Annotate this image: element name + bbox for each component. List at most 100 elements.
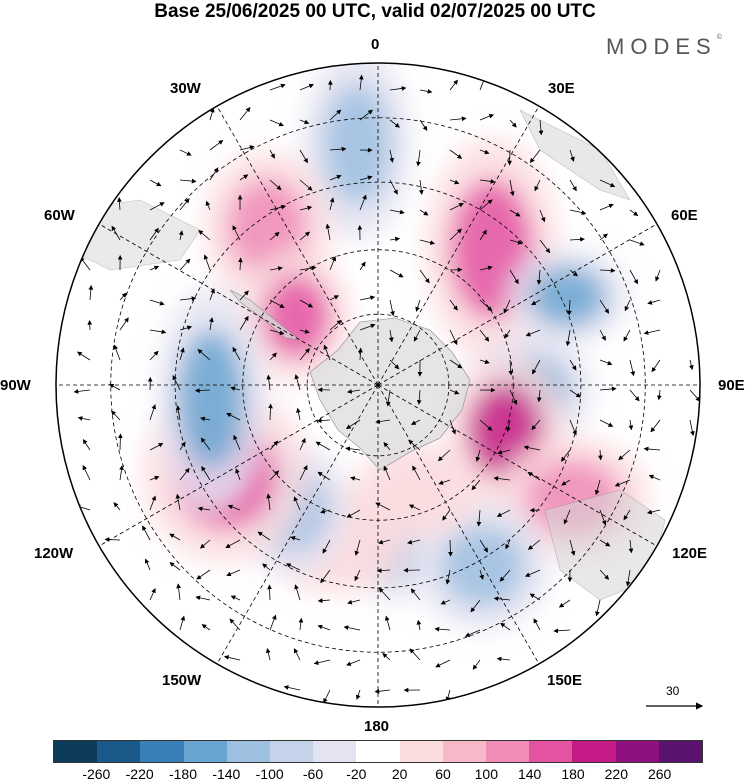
wind-arrow [315, 441, 331, 451]
anomaly-core [440, 526, 525, 607]
wind-arrow [419, 239, 436, 245]
wind-arrow [175, 493, 181, 511]
wind-arrow [532, 359, 541, 375]
wind-arrow [266, 493, 271, 511]
wind-arrow [408, 504, 421, 511]
wind-arrow [375, 419, 391, 424]
wind-arrow [119, 465, 124, 481]
wind-arrow [389, 236, 401, 242]
map-border [55, 62, 701, 708]
lon-label-30w: 30W [170, 80, 201, 97]
wind-arrow [266, 374, 272, 391]
wind-arrow [410, 419, 421, 425]
wind-arrow [442, 509, 451, 521]
wind-arrow [629, 269, 639, 285]
wind-arrow [569, 209, 587, 215]
wind-arrow [419, 209, 429, 216]
colorbar-tick-label: 180 [561, 766, 585, 782]
wind-arrow [509, 269, 519, 285]
chart-title: Base 25/06/2025 00 UTC, valid 02/07/2025… [154, 1, 596, 22]
wind-arrow [233, 434, 241, 451]
wind-arrow [646, 509, 661, 515]
wind-arrow [325, 223, 331, 241]
wind-arrow [445, 569, 451, 585]
wind-arrow [449, 359, 463, 369]
colorbar-swatch [313, 741, 357, 762]
wind-arrow [497, 449, 511, 455]
wind-arrow [209, 167, 219, 181]
wind-arrow [179, 441, 186, 451]
wind-arrow [293, 496, 301, 511]
wind-arrow [623, 329, 631, 342]
wind-arrow [479, 419, 493, 431]
wind-arrow [629, 389, 640, 402]
wind-arrow [82, 464, 91, 481]
wind-arrow [479, 539, 488, 553]
wind-arrow [203, 254, 211, 271]
lon-label-150w: 150W [162, 672, 202, 689]
wind-arrow [176, 583, 182, 601]
wind-arrow [383, 442, 391, 451]
wind-arrow [565, 329, 571, 347]
wind-arrow [558, 599, 571, 608]
wind-arrow [509, 209, 521, 217]
wind-arrow [464, 629, 481, 637]
wind-arrow [595, 599, 601, 617]
wind-arrow [201, 465, 211, 481]
anomaly-core [262, 274, 331, 359]
wind-arrow [410, 588, 421, 601]
wind-arrow [523, 445, 541, 451]
wind-arrow [257, 531, 271, 541]
wind-arrow [232, 225, 241, 241]
wind-arrow [599, 419, 614, 427]
meridian-line [377, 223, 658, 386]
wind-arrow [239, 315, 249, 331]
wind-arrow [329, 319, 342, 331]
wind-arrow [628, 539, 634, 554]
wind-arrow [294, 374, 301, 391]
wind-arrow [149, 587, 156, 601]
wind-arrow [409, 648, 421, 661]
wind-arrow [509, 389, 518, 405]
wind-arrow [539, 209, 546, 223]
brand-name: MODES [606, 34, 717, 59]
wind-arrow [229, 618, 241, 631]
wind-arrow [299, 464, 308, 481]
wind-arrow [378, 539, 391, 545]
wind-arrow [179, 178, 197, 184]
wind-arrow [178, 230, 184, 241]
wind-arrow [536, 269, 542, 285]
wind-arrow [223, 655, 241, 661]
wind-arrow [179, 615, 186, 631]
colorbar-swatch [54, 741, 98, 762]
wind-arrow [77, 351, 91, 361]
wind-arrow [503, 299, 511, 314]
wind-arrow [299, 83, 314, 91]
wind-arrow [479, 265, 493, 271]
colorbar-swatch [572, 741, 616, 762]
wind-arrow [104, 537, 121, 542]
wind-arrow [230, 595, 241, 601]
wind-arrow [416, 149, 421, 167]
wind-arrow [418, 179, 424, 195]
wind-arrow [111, 225, 121, 241]
colorbar-swatch [356, 741, 400, 762]
meridian-line [98, 384, 379, 547]
wind-arrow [329, 109, 342, 121]
wind-arrow [299, 231, 311, 241]
colorbar [53, 740, 703, 763]
wind-arrow [599, 329, 606, 341]
colorbar-swatch [529, 741, 573, 762]
colorbar-tick-label: -100 [255, 766, 284, 782]
wind-arrow [599, 233, 608, 241]
wind-arrow [293, 648, 301, 661]
wind-arrow [599, 359, 613, 366]
colorbar-tick-label: 60 [435, 766, 451, 782]
wind-arrow [449, 389, 460, 395]
colorbar-tick-label: 140 [517, 766, 542, 782]
wind-arrow [359, 261, 366, 271]
wind-arrow [413, 329, 421, 342]
wind-arrow [389, 269, 404, 278]
wind-arrow [389, 209, 405, 215]
wind-arrow [389, 86, 407, 91]
